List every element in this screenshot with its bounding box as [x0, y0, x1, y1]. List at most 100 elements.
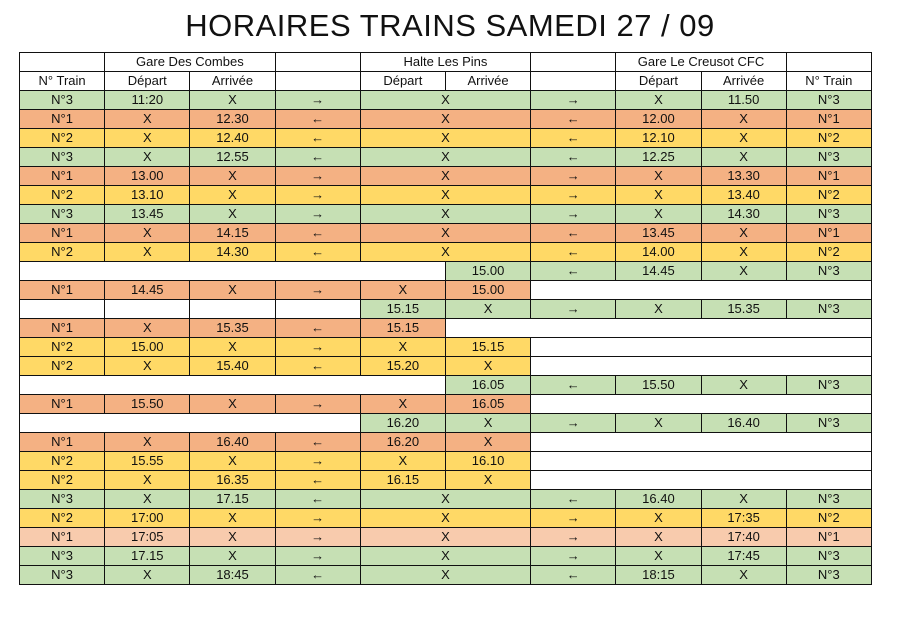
- table-cell: 15.15: [444, 337, 532, 357]
- table-cell: 13.45: [104, 204, 191, 224]
- table-row: N°3 13.45 X → X → X 14.30 N°3: [18, 204, 872, 224]
- table-cell: 17:45: [700, 546, 787, 566]
- table-cell: 13.30: [700, 166, 787, 186]
- empty-cell: [530, 280, 872, 300]
- table-cell: 16.20: [359, 432, 446, 452]
- table-cell: X: [359, 565, 532, 585]
- table-cell: N°1: [18, 394, 106, 414]
- arrow-left-icon: ←: [274, 128, 361, 148]
- table-cell: X: [615, 90, 702, 110]
- table-cell: N°2: [785, 508, 872, 528]
- arrow-right-icon: →: [530, 413, 617, 433]
- table-cell: X: [189, 527, 276, 547]
- table-cell: N°1: [785, 527, 872, 547]
- arrow-left-icon: ←: [530, 109, 617, 129]
- table-cell: X: [359, 508, 532, 528]
- arrow-left-icon: ←: [274, 489, 361, 509]
- table-cell: 17.15: [104, 546, 191, 566]
- table-cell: 15.15: [359, 299, 446, 319]
- arrow-right-icon: →: [274, 394, 361, 414]
- table-row: N°2 X 14.30 ← X ← 14.00 X N°2: [18, 242, 872, 262]
- table-cell: N°2: [785, 242, 872, 262]
- table-cell: N°2: [18, 508, 106, 528]
- arrow-right-icon: →: [530, 299, 617, 319]
- table-cell: X: [189, 451, 276, 471]
- column-header: Arrivée: [189, 71, 276, 91]
- arrow-left-icon: ←: [530, 147, 617, 167]
- table-cell: X: [615, 527, 702, 547]
- station-header-row: Gare Des Combes Halte Les Pins Gare Le Cre…: [18, 52, 872, 72]
- table-row: N°1 14.45 X → X 15.00: [18, 280, 872, 300]
- table-cell: N°3: [18, 147, 106, 167]
- arrow-left-icon: ←: [530, 565, 617, 585]
- table-cell: X: [359, 242, 532, 262]
- table-cell: X: [189, 546, 276, 566]
- table-cell: N°2: [785, 185, 872, 205]
- table-cell: X: [104, 242, 191, 262]
- station-header: [274, 52, 361, 72]
- table-cell: 12.40: [189, 128, 276, 148]
- arrow-left-icon: ←: [274, 242, 361, 262]
- station-header: Halte Les Pins: [359, 52, 532, 72]
- arrow-right-icon: →: [530, 90, 617, 110]
- table-cell: N°3: [18, 565, 106, 585]
- table-cell: 15.00: [444, 261, 532, 281]
- table-cell: X: [104, 109, 191, 129]
- table-cell: N°3: [785, 147, 872, 167]
- table-cell: X: [444, 356, 532, 376]
- table-cell: N°1: [18, 527, 106, 547]
- page-title: HORAIRES TRAINS SAMEDI 27 / 09: [185, 8, 715, 43]
- table-cell: X: [189, 166, 276, 186]
- arrow-right-icon: →: [274, 280, 361, 300]
- empty-cell: [104, 299, 191, 319]
- table-cell: X: [359, 166, 532, 186]
- table-row: N°1 15.50 X → X 16.05: [18, 394, 872, 414]
- empty-cell: [274, 299, 361, 319]
- table-cell: 17.15: [189, 489, 276, 509]
- table-cell: X: [104, 223, 191, 243]
- arrow-right-icon: →: [530, 546, 617, 566]
- table-cell: N°1: [18, 318, 106, 338]
- table-cell: X: [444, 470, 532, 490]
- arrow-right-icon: →: [530, 508, 617, 528]
- table-cell: X: [189, 337, 276, 357]
- table-cell: X: [359, 223, 532, 243]
- table-cell: N°1: [785, 109, 872, 129]
- table-row: N°3 11:20 X → X → X 11.50 N°3: [18, 90, 872, 110]
- table-cell: X: [615, 546, 702, 566]
- table-cell: X: [189, 394, 276, 414]
- table-cell: 13.00: [104, 166, 191, 186]
- table-cell: N°1: [785, 166, 872, 186]
- station-header: [18, 52, 106, 72]
- column-header: Arrivée: [700, 71, 787, 91]
- column-header: N° Train: [18, 71, 106, 91]
- table-row: 16.20 X → X 16.40 N°3: [19, 413, 872, 433]
- table-cell: X: [700, 565, 787, 585]
- table-cell: X: [104, 470, 191, 490]
- table-row: N°3 X 12.55 ← X ← 12.25 X N°3: [18, 147, 872, 167]
- table-cell: X: [359, 90, 532, 110]
- table-cell: 16.20: [359, 413, 446, 433]
- table-cell: N°2: [785, 128, 872, 148]
- table-cell: X: [700, 109, 787, 129]
- table-cell: 15.35: [189, 318, 276, 338]
- arrow-right-icon: →: [274, 337, 361, 357]
- arrow-right-icon: →: [530, 527, 617, 547]
- table-cell: 15.15: [359, 318, 446, 338]
- table-cell: 17:40: [700, 527, 787, 547]
- table-cell: N°2: [18, 470, 106, 490]
- table-cell: N°3: [785, 375, 872, 395]
- table-cell: 17:05: [104, 527, 191, 547]
- timetable-header: Gare Des Combes Halte Les Pins Gare Le Cre…: [18, 52, 872, 91]
- table-cell: 13.10: [104, 185, 191, 205]
- table-cell: X: [359, 394, 446, 414]
- empty-cell: [530, 451, 872, 471]
- column-header: N° Train: [785, 71, 872, 91]
- table-row: 16.05 ← 15.50 X N°3: [19, 375, 872, 395]
- column-header-row: N° Train Départ Arrivée Départ Arrivée Départ…: [18, 71, 872, 91]
- table-row: N°2 17:00 X → X → X 17:35 N°2: [18, 508, 872, 528]
- table-cell: 16.40: [700, 413, 787, 433]
- table-cell: X: [359, 489, 532, 509]
- timetable: Gare Des Combes Halte Les Pins Gare Le Cre…: [18, 52, 872, 585]
- table-cell: 14.30: [700, 204, 787, 224]
